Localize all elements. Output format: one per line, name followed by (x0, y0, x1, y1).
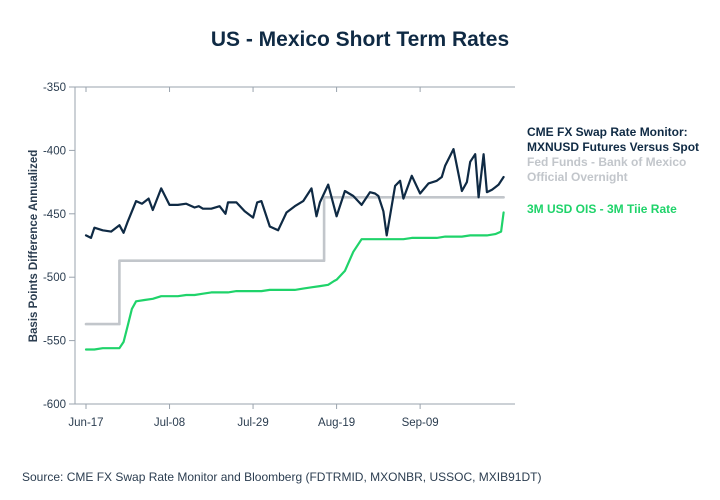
source-note: Source: CME FX Swap Rate Monitor and Blo… (22, 470, 542, 484)
series-line-1 (84, 196, 505, 326)
chart-frame (74, 86, 515, 405)
y-tick-label: -550 (43, 336, 66, 348)
x-tick-label: Jun-17 (68, 417, 103, 429)
legend-label-0: CME FX Swap Rate Monitor: MXNUSD Futures … (527, 125, 699, 154)
y-tick-label: -450 (43, 209, 66, 221)
x-axis-ticks: Jun-17 Jul-08 Jul-29 Aug-19 Sep-09 (68, 87, 439, 429)
x-tick-label: Jul-29 (237, 417, 268, 429)
series-line-0 (84, 148, 505, 239)
legend-label-1: Fed Funds - Bank of Mexico Official Overn… (527, 155, 686, 184)
y-tick-label: -500 (43, 272, 66, 284)
y-tick-label: -600 (43, 399, 66, 411)
legend: CME FX Swap Rate Monitor: MXNUSD Futures … (527, 125, 699, 216)
y-axis-title: Basis Points Difference Annualized (28, 150, 40, 343)
y-axis-ticks: -350 -400 -450 -500 -550 -600 (43, 82, 75, 411)
legend-label-2: 3M USD OIS - 3M Tiie Rate (527, 202, 677, 216)
x-tick-label: Sep-09 (402, 417, 439, 429)
x-tick-label: Aug-19 (318, 417, 355, 429)
y-tick-label: -350 (43, 82, 66, 94)
series-lines (84, 148, 505, 351)
y-tick-label: -400 (43, 145, 66, 157)
series-line-2 (84, 211, 505, 351)
x-tick-label: Jul-08 (154, 417, 185, 429)
chart-title: US - Mexico Short Term Rates (210, 28, 510, 51)
